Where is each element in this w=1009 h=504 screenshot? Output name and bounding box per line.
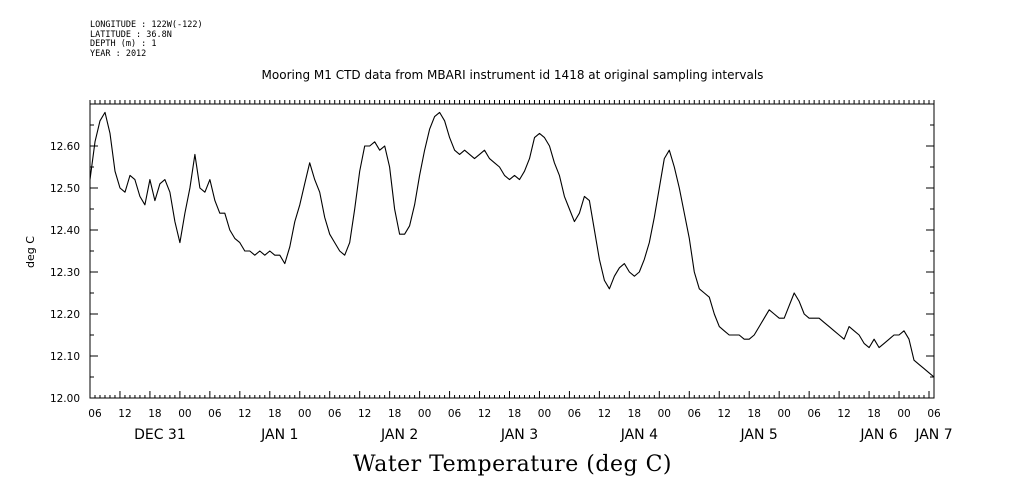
x-hour-label: 06 [208, 408, 222, 420]
x-day-label: JAN 4 [620, 427, 658, 443]
x-hour-label: 12 [238, 408, 251, 420]
x-hour-label: 06 [927, 408, 941, 420]
x-day-label: JAN 3 [500, 427, 538, 443]
x-day-label: JAN 5 [740, 427, 778, 443]
temperature-line [89, 111, 935, 378]
x-hour-label: 06 [88, 408, 102, 420]
y-axis-label: deg C [24, 236, 37, 268]
y-tick-label: 12.00 [50, 393, 80, 405]
metadata-block: LONGITUDE : 122W(-122) LATITUDE : 36.8N … [90, 20, 203, 59]
x-hour-label: 06 [807, 408, 821, 420]
x-hour-label: 18 [268, 408, 281, 420]
plot-frame [89, 103, 935, 399]
x-hour-label: 12 [118, 408, 131, 420]
x-hour-label: 12 [837, 408, 850, 420]
x-hour-label: 12 [478, 408, 491, 420]
x-hour-label: 12 [358, 408, 371, 420]
x-hour-label: 00 [658, 408, 671, 420]
x-hour-label: 00 [178, 408, 191, 420]
x-day-label: JAN 1 [260, 427, 298, 443]
x-hour-label: 06 [568, 408, 582, 420]
x-hour-label: 00 [418, 408, 431, 420]
chart-title: Mooring M1 CTD data from MBARI instrumen… [261, 68, 764, 82]
x-hour-label: 18 [628, 408, 641, 420]
x-hour-label: 18 [748, 408, 761, 420]
x-day-label: JAN 2 [380, 427, 418, 443]
latitude-label: LATITUDE : 36.8N [90, 29, 172, 40]
x-hour-label: 06 [328, 408, 342, 420]
depth-label: DEPTH (m) : 1 [90, 39, 157, 49]
year-label: YEAR : 2012 [90, 48, 147, 59]
x-hour-label: 12 [718, 408, 731, 420]
x-hour-label: 00 [538, 408, 551, 420]
y-tick-label: 12.50 [50, 183, 80, 195]
x-hour-label: 00 [777, 408, 790, 420]
x-axis: 06 12 18 00 06 12 18 00 06 12 18 00 06 12 18 00 06 12 18 00… [88, 100, 953, 443]
x-hour-label: 18 [508, 408, 521, 420]
x-hour-label: 00 [897, 408, 910, 420]
x-day-label: JAN 6 [859, 427, 897, 443]
x-day-label: JAN 7 [914, 427, 952, 443]
x-day-label: DEC 31 [134, 427, 186, 443]
longitude-label: LONGITUDE : 122W(-122) [90, 20, 203, 30]
y-tick-label: 12.20 [50, 309, 80, 321]
series-layer [89, 111, 935, 378]
x-hour-label: 00 [298, 408, 311, 420]
y-tick-label: 12.10 [50, 351, 80, 363]
x-axis-label: Water Temperature (deg C) [353, 452, 672, 477]
x-hour-label: 06 [688, 408, 702, 420]
y-axis: 12.00 12.10 12.20 12.30 12.40 12.50 12.60 [50, 103, 934, 405]
x-hour-label: 18 [388, 408, 401, 420]
x-hour-label: 18 [148, 408, 161, 420]
x-hour-label: 12 [598, 408, 611, 420]
y-tick-label: 12.60 [50, 141, 80, 153]
y-tick-label: 12.40 [50, 225, 80, 237]
x-hour-label: 18 [867, 408, 880, 420]
y-tick-label: 12.30 [50, 267, 80, 279]
x-hour-label: 06 [448, 408, 462, 420]
